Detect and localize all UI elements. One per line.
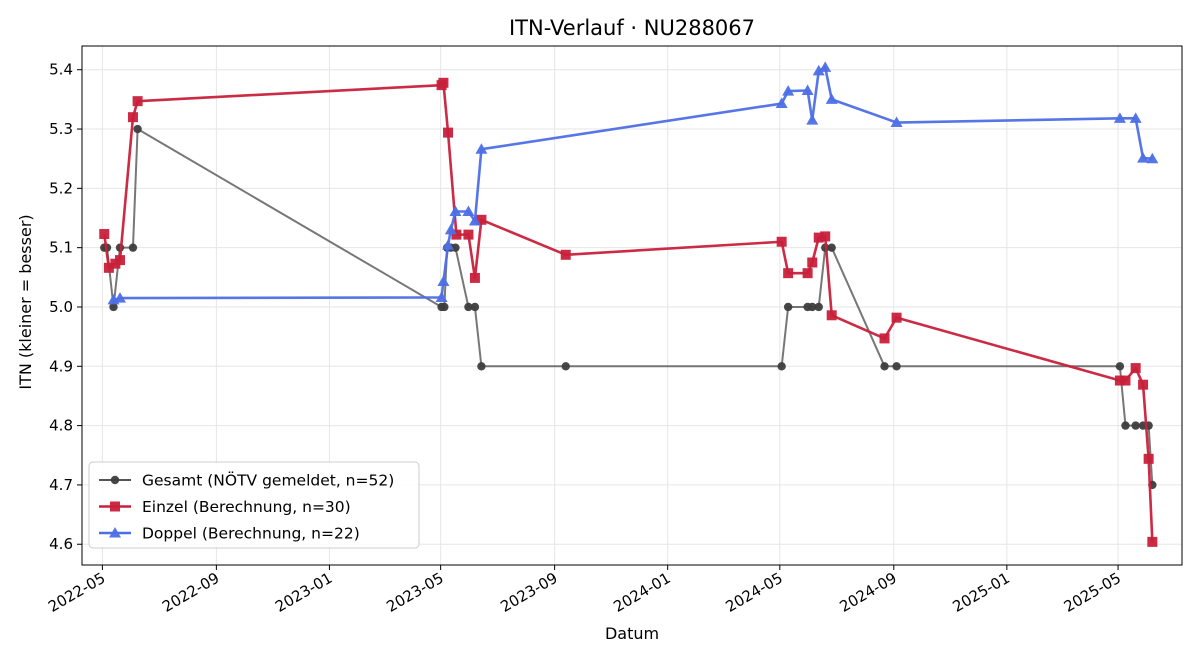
legend-swatch-marker [109, 527, 121, 538]
data-point [462, 205, 475, 216]
data-point [103, 262, 114, 273]
y-tick-label: 4.7 [49, 476, 73, 494]
data-point [1120, 375, 1131, 386]
data-point [1146, 152, 1159, 164]
data-point [1130, 363, 1141, 374]
y-tick-label: 5.4 [49, 61, 73, 79]
chart-title: ITN-Verlauf · NU288067 [509, 16, 755, 40]
y-tick-label: 5.2 [49, 179, 73, 197]
data-point [1131, 421, 1140, 430]
data-point [880, 362, 889, 371]
y-tick-label: 4.8 [49, 417, 73, 435]
data-point [783, 268, 794, 279]
data-point [879, 333, 890, 344]
data-point [1129, 112, 1142, 123]
y-tick-label: 5.0 [49, 298, 73, 316]
data-point [820, 231, 831, 242]
data-point [449, 205, 462, 216]
data-point [806, 114, 819, 125]
data-point [470, 302, 480, 312]
legend-entry: Gesamt (NÖTV gemeldet, n=52) [142, 471, 394, 490]
series-triangle [107, 61, 1159, 305]
data-point [113, 292, 126, 303]
data-point [783, 302, 793, 312]
series-square [99, 77, 1158, 547]
data-point [890, 116, 903, 128]
data-point [464, 302, 473, 312]
data-point [114, 255, 125, 266]
data-point [475, 143, 488, 154]
data-point [826, 310, 837, 321]
legend-box [88, 461, 420, 549]
data-point [560, 249, 571, 260]
data-point [444, 223, 457, 235]
data-point [109, 302, 118, 312]
legend-swatch-marker [110, 475, 120, 485]
data-point [1115, 362, 1125, 371]
data-point [777, 362, 786, 371]
data-point [1121, 421, 1130, 430]
data-point [468, 214, 481, 226]
data-point [435, 291, 448, 302]
data-point [808, 302, 817, 312]
data-point [825, 93, 838, 104]
data-point [442, 239, 455, 250]
data-point [561, 362, 570, 371]
data-point [892, 362, 901, 371]
data-point [1138, 379, 1149, 390]
data-point [1143, 453, 1154, 464]
y-tick-label: 5.3 [49, 120, 73, 138]
data-point [827, 243, 836, 252]
data-point [807, 257, 818, 268]
data-point [1137, 152, 1150, 163]
data-point [775, 97, 788, 109]
legend: Gesamt (NÖTV gemeldet, n=52) Einzel (Bere… [88, 461, 420, 549]
data-point [437, 275, 450, 286]
data-point [812, 64, 825, 76]
data-point [813, 232, 824, 243]
legend-entry: Doppel (Berechnung, n=22) [142, 525, 360, 543]
data-point [463, 229, 474, 240]
data-point [451, 229, 462, 240]
data-point [891, 312, 902, 323]
data-point [127, 112, 138, 123]
x-axis-label: Datum [605, 624, 659, 643]
data-point [1147, 536, 1158, 547]
data-point [801, 84, 814, 95]
data-point [133, 124, 142, 134]
series-line [113, 66, 1153, 302]
data-point [1113, 112, 1126, 123]
data-point [802, 268, 813, 279]
y-axis-ticks: 4.6 4.7 4.8 4.9 5.0 5.1 5.2 5.3 5.4 [49, 61, 82, 553]
data-point [477, 362, 486, 371]
y-tick-label: 5.1 [49, 239, 73, 257]
data-point [443, 127, 454, 138]
data-point [476, 214, 487, 225]
legend-entry: Einzel (Berechnung, n=30) [142, 498, 351, 516]
y-tick-label: 4.6 [49, 535, 73, 553]
data-point [782, 85, 795, 96]
data-point [128, 243, 138, 252]
plot-frame [81, 45, 1183, 566]
data-point [814, 302, 823, 312]
data-point [438, 77, 449, 88]
legend-swatch-marker [110, 501, 120, 512]
y-axis-label: ITN (kleiner = besser) [16, 214, 35, 389]
data-point [1114, 375, 1125, 386]
data-point [132, 96, 143, 107]
series-layer [99, 61, 1159, 547]
data-point [440, 302, 449, 312]
data-point [99, 229, 110, 240]
y-tick-label: 4.9 [49, 357, 73, 375]
data-point [819, 61, 832, 72]
data-point [469, 272, 480, 283]
data-point [776, 236, 787, 247]
